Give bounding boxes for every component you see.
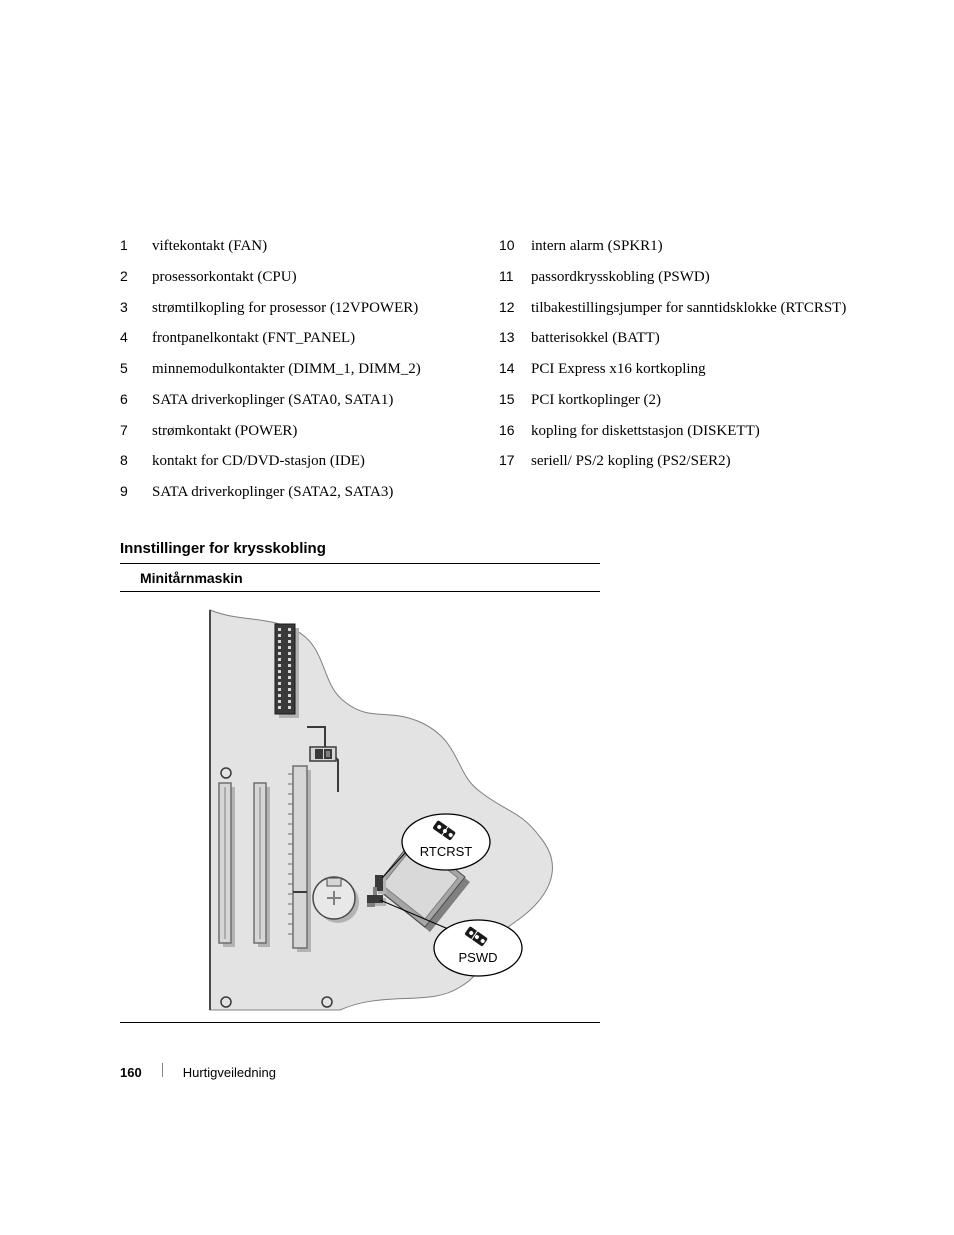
legend-item: 5minnemodulkontakter (DIMM_1, DIMM_2) (120, 358, 475, 381)
legend-number: 7 (120, 420, 152, 440)
pci-slot-icon (254, 783, 270, 947)
callout-rtcrst-label: RTCRST (420, 844, 473, 859)
jumper-diagram: RTCRST PSWD (120, 592, 600, 1022)
legend-number: 2 (120, 266, 152, 286)
legend-number: 10 (499, 235, 531, 255)
legend-number: 9 (120, 481, 152, 501)
power-connector-icon (275, 624, 299, 718)
legend-text: batterisokkel (BATT) (531, 328, 854, 350)
legend-text: SATA driverkoplinger (SATA0, SATA1) (152, 390, 475, 412)
callout-pswd-label: PSWD (459, 950, 498, 965)
section-heading-jumper-settings: Innstillinger for krysskobling (120, 540, 854, 557)
legend-item: 7strømkontakt (POWER) (120, 420, 475, 443)
pci-slot-icon (219, 783, 235, 947)
legend-text: SATA driverkoplinger (SATA2, SATA3) (152, 482, 475, 504)
footer-separator (162, 1063, 163, 1077)
legend-number: 3 (120, 297, 152, 317)
legend-item: 10intern alarm (SPKR1) (499, 235, 854, 258)
legend-item: 16kopling for diskettstasjon (DISKETT) (499, 420, 854, 443)
legend-item: 2prosessorkontakt (CPU) (120, 266, 475, 289)
legend-item: 6SATA driverkoplinger (SATA0, SATA1) (120, 389, 475, 412)
legend-text: tilbakestillingsjumper for sanntidsklokk… (531, 298, 854, 320)
legend-number: 14 (499, 358, 531, 378)
legend-table: 1viftekontakt (FAN) 2prosessorkontakt (C… (120, 235, 854, 512)
legend-item: 9SATA driverkoplinger (SATA2, SATA3) (120, 481, 475, 504)
legend-text: PCI kortkoplinger (2) (531, 390, 854, 412)
legend-number: 15 (499, 389, 531, 409)
legend-text: kontakt for CD/DVD-stasjon (IDE) (152, 451, 475, 473)
page: 1viftekontakt (FAN) 2prosessorkontakt (C… (0, 0, 954, 1235)
legend-item: 15PCI kortkoplinger (2) (499, 389, 854, 412)
legend-text: seriell/ PS/2 kopling (PS2/SER2) (531, 451, 854, 473)
legend-item: 12tilbakestillingsjumper for sanntidsklo… (499, 297, 854, 320)
legend-item: 13batterisokkel (BATT) (499, 327, 854, 350)
legend-text: PCI Express x16 kortkopling (531, 359, 854, 381)
legend-item: 17seriell/ PS/2 kopling (PS2/SER2) (499, 450, 854, 473)
legend-text: viftekontakt (FAN) (152, 236, 475, 258)
legend-text: frontpanelkontakt (FNT_PANEL) (152, 328, 475, 350)
legend-item: 4frontpanelkontakt (FNT_PANEL) (120, 327, 475, 350)
legend-text: intern alarm (SPKR1) (531, 236, 854, 258)
legend-column-right: 10intern alarm (SPKR1) 11passordkrysskob… (499, 235, 854, 512)
legend-number: 11 (499, 266, 531, 286)
legend-number: 12 (499, 297, 531, 317)
legend-number: 5 (120, 358, 152, 378)
book-title: Hurtigveiledning (183, 1065, 276, 1080)
legend-number: 4 (120, 327, 152, 347)
legend-text: prosessorkontakt (CPU) (152, 267, 475, 289)
callout-rtcrst: RTCRST (402, 814, 490, 870)
legend-item: 11passordkrysskobling (PSWD) (499, 266, 854, 289)
legend-item: 3strømtilkopling for prosessor (12VPOWER… (120, 297, 475, 320)
legend-number: 17 (499, 450, 531, 470)
legend-number: 13 (499, 327, 531, 347)
legend-text: strømkontakt (POWER) (152, 421, 475, 443)
legend-number: 1 (120, 235, 152, 255)
legend-text: kopling for diskettstasjon (DISKETT) (531, 421, 854, 443)
page-number: 160 (120, 1065, 142, 1080)
legend-column-left: 1viftekontakt (FAN) 2prosessorkontakt (C… (120, 235, 475, 512)
legend-text: passordkrysskobling (PSWD) (531, 267, 854, 289)
legend-number: 6 (120, 389, 152, 409)
callout-pswd: PSWD (434, 920, 522, 976)
subsection-minitower: Minitårnmaskin (120, 563, 600, 1023)
legend-text: minnemodulkontakter (DIMM_1, DIMM_2) (152, 359, 475, 381)
legend-number: 8 (120, 450, 152, 470)
legend-item: 1viftekontakt (FAN) (120, 235, 475, 258)
subsection-label: Minitårnmaskin (120, 564, 600, 591)
legend-text: strømtilkopling for prosessor (12VPOWER) (152, 298, 475, 320)
legend-item: 14PCI Express x16 kortkopling (499, 358, 854, 381)
legend-number: 16 (499, 420, 531, 440)
legend-item: 8kontakt for CD/DVD-stasjon (IDE) (120, 450, 475, 473)
page-footer: 160 Hurtigveiledning (120, 1063, 276, 1080)
